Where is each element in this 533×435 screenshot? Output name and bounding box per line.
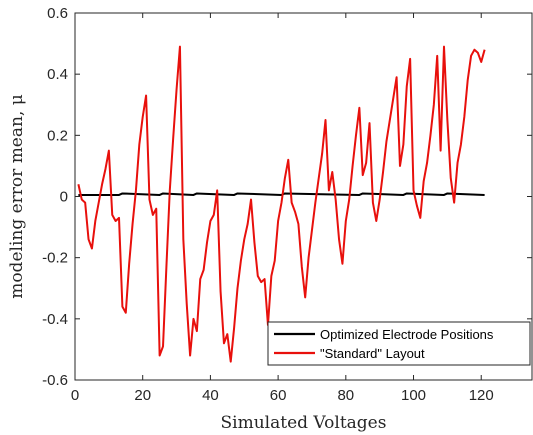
y-tick-label: -0.2: [42, 250, 68, 267]
y-tick-label: 0.4: [47, 66, 68, 83]
x-tick-label: 80: [337, 387, 354, 404]
x-tick-label: 60: [270, 387, 287, 404]
x-tick-label: 0: [71, 387, 79, 404]
y-axis-label: modeling error mean, μ: [7, 94, 27, 299]
y-tick-label: 0.6: [47, 5, 68, 22]
y-tick-label: -0.4: [42, 311, 68, 328]
axis-layer: 0 20 40 60 80 100 120 -0.6 -0.4 -0.2 0 0.2 0.4 0.6: [42, 5, 532, 404]
series-layer: [77, 45, 486, 363]
y-tick-label: 0: [60, 189, 68, 206]
series-line-optimized: [78, 192, 485, 196]
series-line-standard: [77, 45, 486, 363]
x-tick-label: 40: [202, 387, 219, 404]
legend-box: [267, 321, 531, 366]
y-tick-label: -0.6: [42, 372, 68, 389]
x-axis-label: Simulated Voltages: [221, 413, 387, 433]
x-tick-label: 20: [134, 387, 151, 404]
legend-label-standard: "Standard" Layout: [320, 346, 425, 361]
legend: Optimized Electrode Positions "Standard"…: [267, 321, 531, 366]
x-tick-label: 120: [469, 387, 494, 404]
y-tick-label: 0.2: [47, 127, 68, 144]
x-tick-label: 100: [401, 387, 426, 404]
plot-area: [74, 12, 533, 381]
legend-label-optimized: Optimized Electrode Positions: [320, 327, 494, 342]
